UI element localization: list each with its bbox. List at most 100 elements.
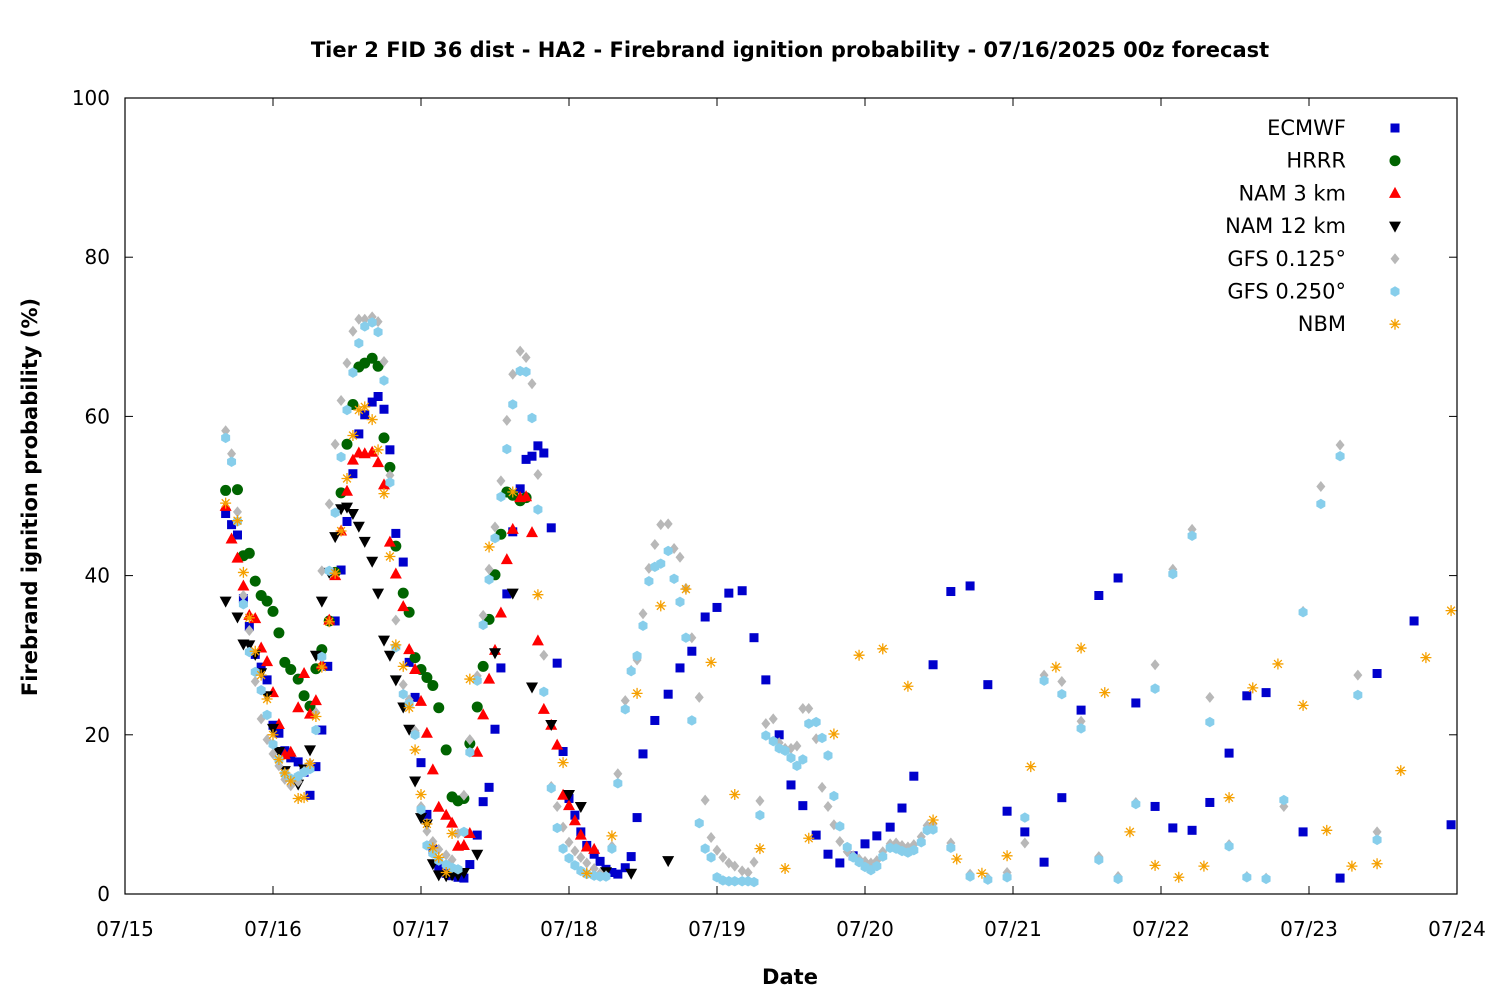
data-point <box>427 679 439 691</box>
data-point <box>1335 873 1345 883</box>
data-point <box>878 851 888 862</box>
data-point <box>427 842 439 854</box>
data-point <box>927 814 939 826</box>
data-point <box>341 502 353 514</box>
data-point <box>496 663 506 673</box>
data-point <box>286 753 296 763</box>
data-point <box>706 831 716 843</box>
data-point <box>527 451 537 461</box>
x-tick-label: 07/19 <box>688 917 746 941</box>
data-point <box>232 530 242 540</box>
data-point <box>311 724 321 736</box>
data-point <box>465 860 475 870</box>
data-point <box>526 682 538 694</box>
data-point <box>227 448 237 460</box>
legend-marker <box>1390 253 1400 265</box>
data-point <box>502 589 512 599</box>
data-point <box>546 523 556 533</box>
data-point <box>359 401 371 413</box>
data-point <box>478 609 488 621</box>
x-tick-label: 07/17 <box>392 917 450 941</box>
data-point <box>1372 834 1382 846</box>
data-point <box>792 740 802 752</box>
data-point <box>285 775 297 787</box>
data-point <box>1124 826 1136 838</box>
data-point <box>1279 794 1289 806</box>
data-point <box>231 551 244 563</box>
data-point <box>440 867 452 879</box>
data-point <box>539 686 549 698</box>
data-point <box>440 744 452 756</box>
data-point <box>1099 687 1111 699</box>
data-point <box>508 399 518 410</box>
data-point <box>768 735 778 747</box>
data-point <box>378 478 390 490</box>
data-point <box>761 675 771 685</box>
data-point <box>336 451 346 463</box>
data-point <box>416 758 426 768</box>
data-point <box>221 509 231 519</box>
data-point <box>415 813 427 825</box>
data-point <box>823 800 833 812</box>
data-point <box>1223 792 1235 804</box>
data-point <box>446 816 459 828</box>
data-point <box>483 541 495 553</box>
data-point <box>472 830 482 840</box>
x-axis-label: Date <box>762 965 818 989</box>
data-point <box>366 445 379 457</box>
data-point <box>1205 691 1215 703</box>
data-point <box>976 867 988 879</box>
data-point <box>768 713 778 725</box>
data-point <box>1150 683 1160 694</box>
data-point <box>885 822 895 832</box>
data-point <box>323 661 333 671</box>
data-point <box>644 575 654 587</box>
data-point <box>366 352 378 364</box>
data-point <box>835 835 845 847</box>
data-point <box>951 853 963 865</box>
data-point <box>421 818 433 830</box>
data-point <box>366 556 379 568</box>
data-point <box>755 795 765 807</box>
data-point <box>227 520 237 530</box>
data-point <box>403 702 415 714</box>
data-point <box>687 646 697 656</box>
data-point <box>798 801 808 811</box>
data-point <box>1131 798 1141 810</box>
data-point <box>638 620 648 631</box>
data-point <box>465 734 475 746</box>
data-point <box>465 747 475 758</box>
data-point <box>231 515 243 527</box>
data-point <box>409 776 422 788</box>
data-point <box>625 868 638 880</box>
data-point <box>379 355 389 367</box>
data-point <box>823 849 833 859</box>
data-point <box>464 673 476 685</box>
data-point <box>916 837 926 848</box>
data-point <box>279 767 291 779</box>
data-point <box>231 484 243 496</box>
data-point <box>1409 616 1419 626</box>
data-point <box>310 710 322 722</box>
data-point <box>515 345 525 357</box>
data-point <box>1298 607 1308 618</box>
data-point <box>568 814 581 826</box>
data-point <box>663 545 673 557</box>
data-point <box>533 504 543 515</box>
data-point <box>1205 716 1215 728</box>
legend-marker <box>1389 155 1401 167</box>
data-point <box>613 768 623 780</box>
data-point <box>255 669 267 681</box>
data-point <box>336 394 346 406</box>
data-point <box>292 792 304 804</box>
data-point <box>490 521 500 533</box>
data-point <box>1094 591 1104 600</box>
data-point <box>700 843 710 854</box>
data-point <box>1242 691 1252 701</box>
data-point <box>663 518 673 530</box>
data-point <box>483 672 496 684</box>
data-point <box>902 680 914 692</box>
data-point <box>737 586 747 596</box>
data-point <box>835 858 845 868</box>
data-point <box>311 762 321 772</box>
